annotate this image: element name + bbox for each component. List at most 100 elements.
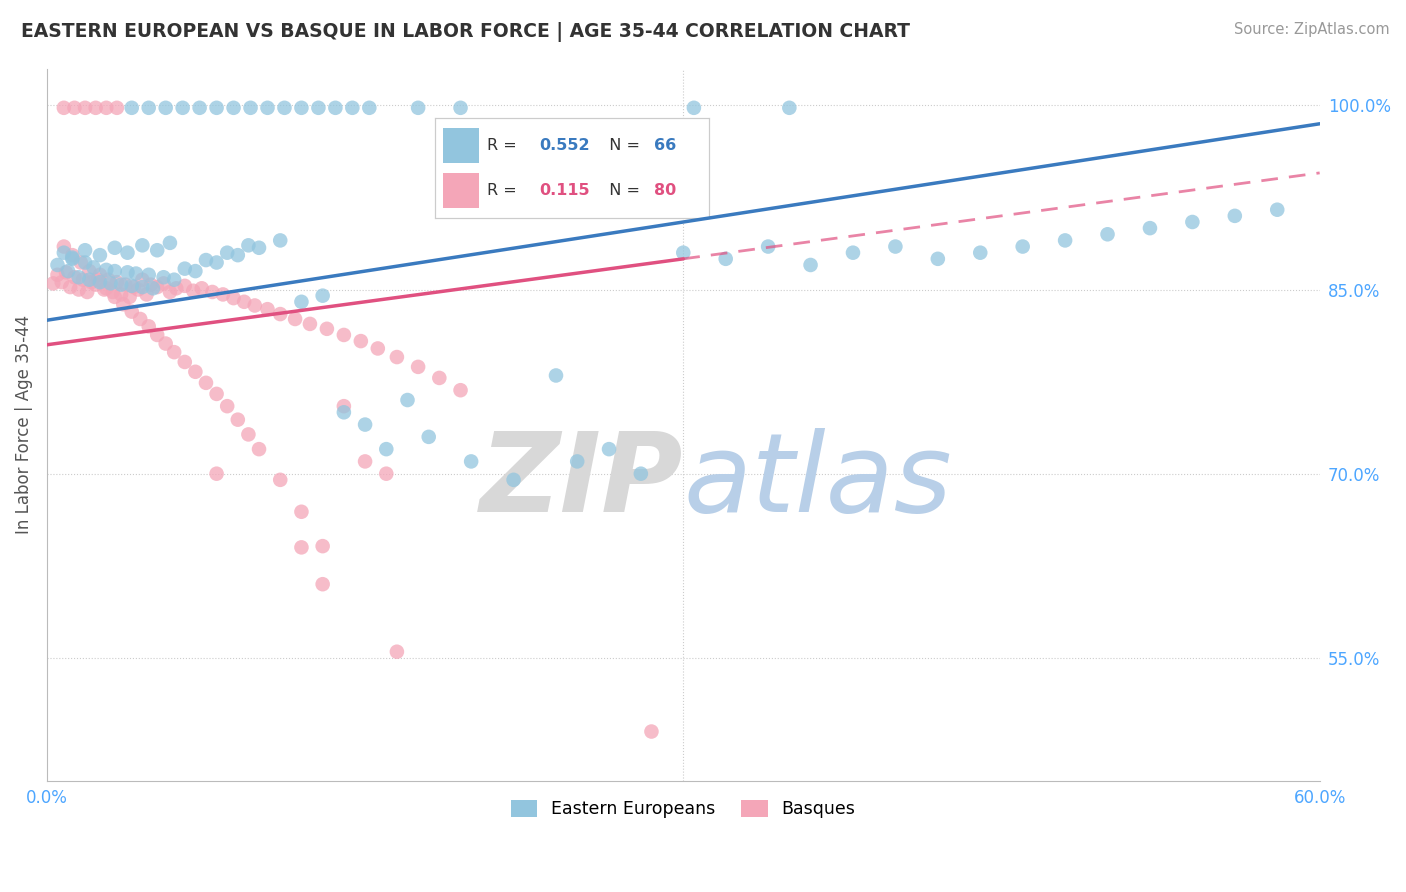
Point xyxy=(284,312,307,326)
Point xyxy=(290,101,312,115)
Point xyxy=(135,287,157,301)
Point xyxy=(406,101,429,115)
Point xyxy=(311,577,333,591)
Point xyxy=(75,255,97,269)
Point xyxy=(226,412,249,426)
Point xyxy=(125,267,148,281)
Point xyxy=(367,342,389,356)
Point xyxy=(567,454,589,468)
Point xyxy=(138,319,160,334)
Point xyxy=(799,258,821,272)
Text: EASTERN EUROPEAN VS BASQUE IN LABOR FORCE | AGE 35-44 CORRELATION CHART: EASTERN EUROPEAN VS BASQUE IN LABOR FORC… xyxy=(21,22,910,42)
Point xyxy=(52,239,75,253)
Point xyxy=(101,285,124,299)
Point xyxy=(152,270,174,285)
Point xyxy=(93,283,115,297)
Point xyxy=(163,273,186,287)
Point xyxy=(222,291,245,305)
Point xyxy=(1139,221,1161,235)
Point xyxy=(1054,234,1077,248)
Point xyxy=(342,101,364,115)
Point xyxy=(239,101,262,115)
Point xyxy=(212,287,235,301)
Point xyxy=(385,350,408,364)
Point xyxy=(672,245,695,260)
Point xyxy=(256,101,278,115)
Point xyxy=(46,268,69,282)
Point xyxy=(195,376,218,390)
Point xyxy=(406,359,429,374)
Point xyxy=(354,454,377,468)
Point xyxy=(247,241,270,255)
Point xyxy=(544,368,567,383)
Point xyxy=(131,238,153,252)
Point xyxy=(52,101,75,115)
Point xyxy=(375,467,398,481)
Point xyxy=(96,263,118,277)
Point xyxy=(51,275,73,289)
Point xyxy=(67,283,90,297)
Point xyxy=(60,252,83,266)
Point xyxy=(52,245,75,260)
Point xyxy=(104,290,127,304)
Point xyxy=(60,251,83,265)
Point xyxy=(63,101,86,115)
Point xyxy=(80,275,103,289)
Point xyxy=(96,281,118,295)
Point xyxy=(56,264,79,278)
Point xyxy=(1181,215,1204,229)
Point xyxy=(104,241,127,255)
Point xyxy=(188,101,211,115)
Point xyxy=(129,312,152,326)
Point xyxy=(205,387,228,401)
Point xyxy=(884,239,907,253)
Point xyxy=(427,371,450,385)
Point xyxy=(112,297,135,311)
Point xyxy=(117,245,139,260)
Point xyxy=(42,277,65,291)
Point xyxy=(75,101,97,115)
Point xyxy=(714,252,737,266)
Point xyxy=(316,322,339,336)
Point xyxy=(502,473,524,487)
Point xyxy=(79,273,101,287)
Point xyxy=(184,365,207,379)
Point xyxy=(298,317,321,331)
Point xyxy=(121,278,143,293)
Point xyxy=(1223,209,1246,223)
Point xyxy=(155,101,177,115)
Point xyxy=(84,101,107,115)
Point xyxy=(75,244,97,258)
Point xyxy=(195,253,218,268)
Point xyxy=(217,399,239,413)
Point xyxy=(146,244,169,258)
Point xyxy=(630,467,652,481)
Point xyxy=(418,430,440,444)
Point xyxy=(131,280,153,294)
Point xyxy=(76,285,98,299)
Point xyxy=(173,278,195,293)
Point xyxy=(460,454,482,468)
Point xyxy=(110,277,132,292)
Point xyxy=(269,473,291,487)
Point xyxy=(72,273,94,287)
Point xyxy=(1097,227,1119,242)
Point xyxy=(273,101,295,115)
Point xyxy=(97,273,120,287)
Point xyxy=(173,261,195,276)
Point xyxy=(165,281,187,295)
Point xyxy=(96,101,118,115)
Point xyxy=(121,101,143,115)
Point xyxy=(60,248,83,262)
Point xyxy=(307,101,329,115)
Point xyxy=(138,268,160,282)
Y-axis label: In Labor Force | Age 35-44: In Labor Force | Age 35-44 xyxy=(15,315,32,534)
Point xyxy=(172,101,194,115)
Point xyxy=(69,255,91,269)
Point xyxy=(396,392,419,407)
Point xyxy=(311,288,333,302)
Point xyxy=(247,442,270,457)
Point xyxy=(201,285,224,299)
Text: atlas: atlas xyxy=(683,428,952,535)
Point xyxy=(243,298,266,312)
